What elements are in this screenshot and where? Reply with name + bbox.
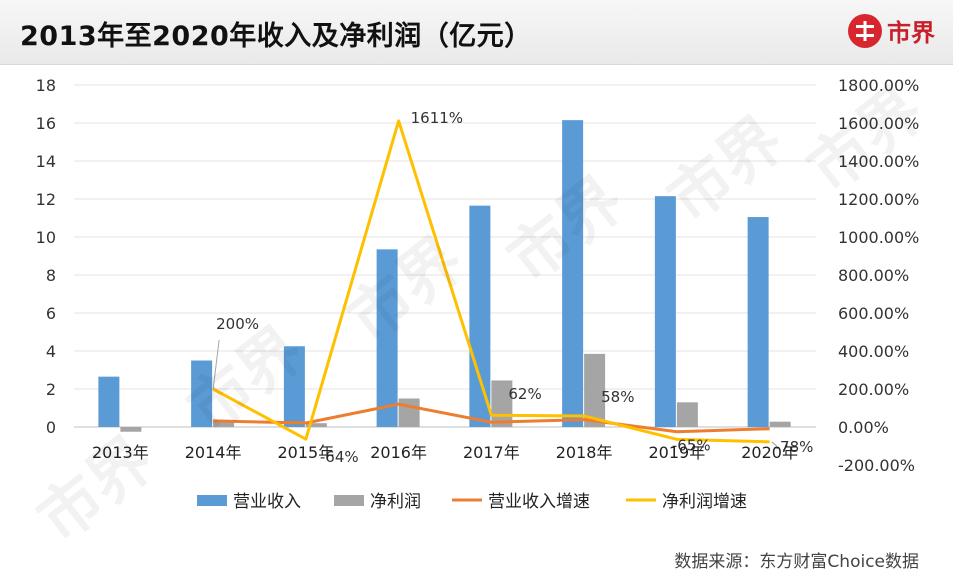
bar-net-profit [676,402,698,427]
x-tick-label: 2014年 [185,443,242,462]
brand-logo: 市界 [848,13,935,48]
bars [98,120,791,432]
y-right-tick-label: 1400.00% [838,152,919,171]
gridlines [74,84,816,428]
bar-revenue [747,217,769,427]
data-label: 200% [216,315,259,333]
bar-net-profit [305,423,327,427]
y-right-tick-label: 200.00% [838,380,909,399]
data-label: 58% [601,388,634,406]
legend-label: 净利润增速 [662,492,747,512]
y-left-tick-label: 0 [46,418,56,437]
logo-mark-icon [848,13,882,48]
bar-revenue [98,376,120,427]
data-labels: 200% -64% 1611% 62% 58% -65% -78% [212,109,814,466]
header-bar: 2013年至2020年收入及净利润（亿元） 市界 [0,0,953,65]
data-label: 62% [508,385,541,403]
y-left-tick-label: 10 [36,228,56,247]
data-label: -64% [320,448,359,466]
source-note: 数据来源：东方财富Choice数据 [674,552,919,572]
y-left-tick-label: 18 [36,76,56,95]
lines [212,119,770,444]
y-right-tick-label: 0.00% [838,418,889,437]
x-tick-label: 2018年 [556,443,613,462]
bar-revenue [191,360,213,427]
x-tick-label: 2020年 [741,443,798,462]
y-right-tick-label: 400.00% [838,342,909,361]
data-label-leader [212,339,220,390]
revenue-growth-line [213,402,770,434]
bar-net-profit [398,398,420,427]
legend-label: 净利润 [370,492,421,512]
data-label: -78% [775,438,814,456]
logo-text: 市界 [887,19,935,47]
bar-revenue [562,120,584,428]
y-right-tick-label: -200.00% [838,456,915,475]
bar-revenue [654,196,676,427]
legend-label: 营业收入 [233,492,301,512]
legend-swatch [334,495,364,506]
data-label: -65% [672,436,711,454]
data-label: 1611% [411,109,463,127]
y-left-tick-label: 6 [46,304,56,323]
y-right-tick-label: 1600.00% [838,114,919,133]
bar-revenue [283,346,305,427]
page-title: 2013年至2020年收入及净利润（亿元） [20,21,532,52]
bar-revenue [376,249,398,427]
y-left-tick-label: 2 [46,380,56,399]
legend-label: 营业收入增速 [488,492,590,512]
bar-net-profit [584,353,606,427]
y-right-tick-label: 1800.00% [838,76,919,95]
net-profit-growth-line [212,119,770,444]
x-tick-label: 2013年 [92,443,149,462]
legend: 营业收入 净利润 营业收入增速 净利润增速 [197,492,747,512]
x-tick-label: 2016年 [370,443,427,462]
bar-revenue [469,205,491,427]
y-right-tick-label: 1200.00% [838,190,919,209]
legend-swatch [197,495,227,506]
x-tick-label: 2015年 [278,443,335,462]
x-tick-label: 2019年 [649,443,706,462]
y-right-tick-label: 1000.00% [838,228,919,247]
x-tick-label: 2017年 [463,443,520,462]
y-left-tick-label: 12 [36,190,56,209]
bar-net-profit [769,421,791,427]
axes: 0 2 4 6 8 10 12 14 16 18 -200.00% 0.00% 200.00% 400.0… [36,76,920,475]
bar-net-profit [120,427,142,432]
y-left-tick-label: 16 [36,114,56,133]
data-label-leader [771,441,777,447]
y-right-tick-label: 800.00% [838,266,909,285]
y-left-tick-label: 8 [46,266,56,285]
y-left-tick-label: 4 [46,342,56,361]
bar-net-profit [213,421,235,427]
y-right-tick-label: 600.00% [838,304,909,323]
y-left-tick-label: 14 [36,152,56,171]
